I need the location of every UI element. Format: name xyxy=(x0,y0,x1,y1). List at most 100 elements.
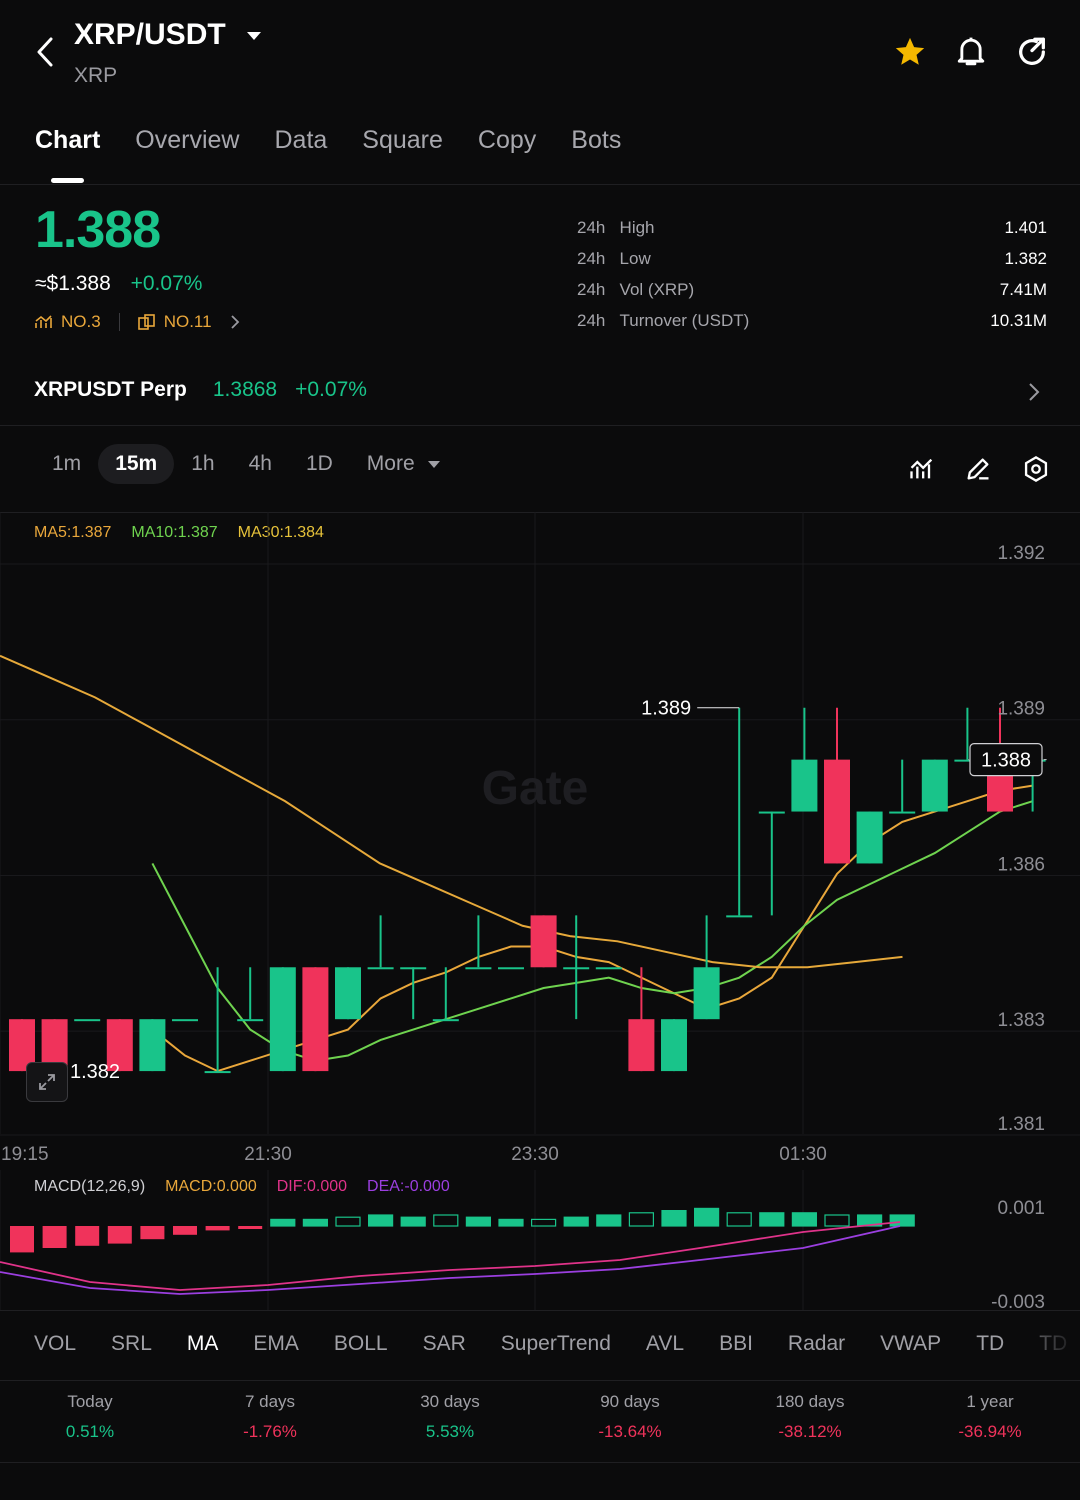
interval-15m[interactable]: 15m xyxy=(98,444,175,484)
indicator-sar[interactable]: SAR xyxy=(422,1332,466,1355)
divider xyxy=(0,1310,1080,1311)
stat-value: 7.41M xyxy=(999,279,1047,299)
x-axis-tick: 21:30 xyxy=(244,1144,292,1165)
perf-value: 0.51% xyxy=(65,1422,115,1441)
indicator-avl[interactable]: AVL xyxy=(645,1332,685,1355)
candle-body xyxy=(432,1019,459,1022)
macd-bar xyxy=(693,1207,720,1227)
indicator-boll[interactable]: BOLL xyxy=(333,1332,388,1355)
stat-period: 24h xyxy=(577,217,606,237)
share-icon[interactable] xyxy=(1015,35,1049,74)
tab-data[interactable]: Data xyxy=(274,126,328,154)
candlestick-chart[interactable]: Gate 1.389 1.382 1.388 1.392 1.389 1.386 1.38… xyxy=(0,512,1080,1172)
chevron-right-icon[interactable] xyxy=(1026,381,1042,408)
macd-value: MACD:0.000 xyxy=(165,1178,257,1195)
indicator-td[interactable]: TD xyxy=(976,1332,1005,1355)
macd-bar xyxy=(759,1212,785,1227)
stat-label: Turnover (USDT) xyxy=(619,310,750,330)
interval-1d[interactable]: 1D xyxy=(305,452,333,475)
low-marker-label: 1.382 xyxy=(70,1061,120,1083)
y-axis-tick: 1.381 xyxy=(997,1114,1045,1135)
interval-1m[interactable]: 1m xyxy=(52,452,82,475)
indicator-vwap[interactable]: VWAP xyxy=(880,1332,942,1355)
tab-copy[interactable]: Copy xyxy=(477,126,537,154)
tab-square[interactable]: Square xyxy=(362,126,443,154)
indicator-supertrend[interactable]: SuperTrend xyxy=(500,1332,611,1355)
interval-selector: 1m 15m 1h 4h 1D More xyxy=(35,444,458,484)
candle-body xyxy=(726,915,753,918)
candle-body xyxy=(824,759,850,864)
tab-bots[interactable]: Bots xyxy=(571,126,622,154)
interval-more[interactable]: More xyxy=(350,444,458,484)
last-price: 1.388 xyxy=(35,201,161,259)
stat-value: 1.382 xyxy=(1004,248,1047,268)
indicator-ma[interactable]: MA xyxy=(186,1332,219,1355)
alert-bell-icon[interactable] xyxy=(955,35,987,74)
candle-body xyxy=(661,1019,687,1072)
interval-4h[interactable]: 4h xyxy=(248,452,272,475)
candle-body xyxy=(400,967,427,970)
ma30-label: MA30:1.384 xyxy=(237,524,324,541)
macd-bar xyxy=(75,1226,100,1246)
indicator-settings-icon[interactable] xyxy=(908,455,936,488)
dif-line xyxy=(0,1221,901,1291)
macd-chart: 0.001 -0.003 xyxy=(0,1170,1045,1310)
candle-body xyxy=(791,759,818,812)
divider xyxy=(0,1462,1080,1463)
perf-label: 90 days xyxy=(600,1392,660,1411)
candle-body xyxy=(302,967,329,1072)
macd-bar xyxy=(10,1226,34,1253)
stat-label: Vol (XRP) xyxy=(619,279,695,299)
price-change: +0.07% xyxy=(130,272,203,295)
usd-price: ≈$1.388 xyxy=(35,272,111,295)
stat-value: 1.401 xyxy=(1004,217,1047,237)
perf-label: 1 year xyxy=(966,1392,1014,1411)
macd-bar xyxy=(726,1212,752,1227)
tab-overview[interactable]: Overview xyxy=(135,126,240,154)
indicator-bbi[interactable]: BBI xyxy=(719,1332,753,1355)
chart-settings-icon[interactable] xyxy=(1022,455,1050,488)
indicator-radar[interactable]: Radar xyxy=(787,1332,846,1355)
favorite-star-icon[interactable] xyxy=(893,35,927,74)
candle-body xyxy=(758,811,785,814)
fullscreen-expand-icon[interactable] xyxy=(26,1062,68,1102)
macd-bar xyxy=(661,1209,687,1227)
usd-price-row: ≈$1.388 +0.07% xyxy=(35,272,202,296)
last-price-label: 1.388 xyxy=(981,750,1031,772)
divider xyxy=(0,425,1080,426)
candle-body xyxy=(693,967,720,1020)
perp-name: XRPUSDT Perp xyxy=(34,378,187,401)
perf-today: Today 0.51% xyxy=(0,1392,180,1442)
indicator-ema[interactable]: EMA xyxy=(253,1332,299,1355)
active-tab-indicator xyxy=(51,178,84,183)
tab-chart[interactable]: Chart xyxy=(35,126,101,154)
pair-label: XRP/USDT xyxy=(74,18,226,51)
macd-bar xyxy=(107,1226,132,1244)
candle-body xyxy=(106,1019,133,1072)
chevron-right-icon xyxy=(230,315,239,329)
pair-title[interactable]: XRP/USDT xyxy=(74,18,264,52)
dea-line xyxy=(0,1225,901,1295)
perf-value: 5.53% xyxy=(425,1422,475,1441)
indicator-srl[interactable]: SRL xyxy=(111,1332,152,1355)
stat-label: High xyxy=(619,217,655,237)
draw-pen-icon[interactable] xyxy=(964,455,992,488)
interval-1h[interactable]: 1h xyxy=(191,452,215,475)
back-icon[interactable] xyxy=(32,36,58,73)
x-axis-tick: 23:30 xyxy=(511,1144,559,1165)
rank-row[interactable]: NO.3 NO.11 xyxy=(35,312,242,332)
stat-period: 24h xyxy=(577,279,606,299)
perf-label: 180 days xyxy=(775,1392,845,1411)
candle-body xyxy=(530,915,557,968)
indicator-vol[interactable]: VOL xyxy=(34,1332,77,1355)
candle-body xyxy=(74,1019,101,1022)
macd-bar xyxy=(530,1218,557,1227)
stat-row: 24h Low 1.382 xyxy=(577,243,1047,274)
candle-body xyxy=(269,967,296,1072)
ma10-line xyxy=(151,800,1033,1062)
macd-legend: MACD(12,26,9) MACD:0.000 DIF:0.000 DEA:-… xyxy=(34,1178,450,1196)
perp-row[interactable]: XRPUSDT Perp 1.3868 +0.07% xyxy=(34,378,367,402)
perf-value: -1.76% xyxy=(243,1422,297,1441)
x-axis-tick: 19:15 xyxy=(1,1144,49,1165)
category-rank-icon xyxy=(137,314,155,330)
